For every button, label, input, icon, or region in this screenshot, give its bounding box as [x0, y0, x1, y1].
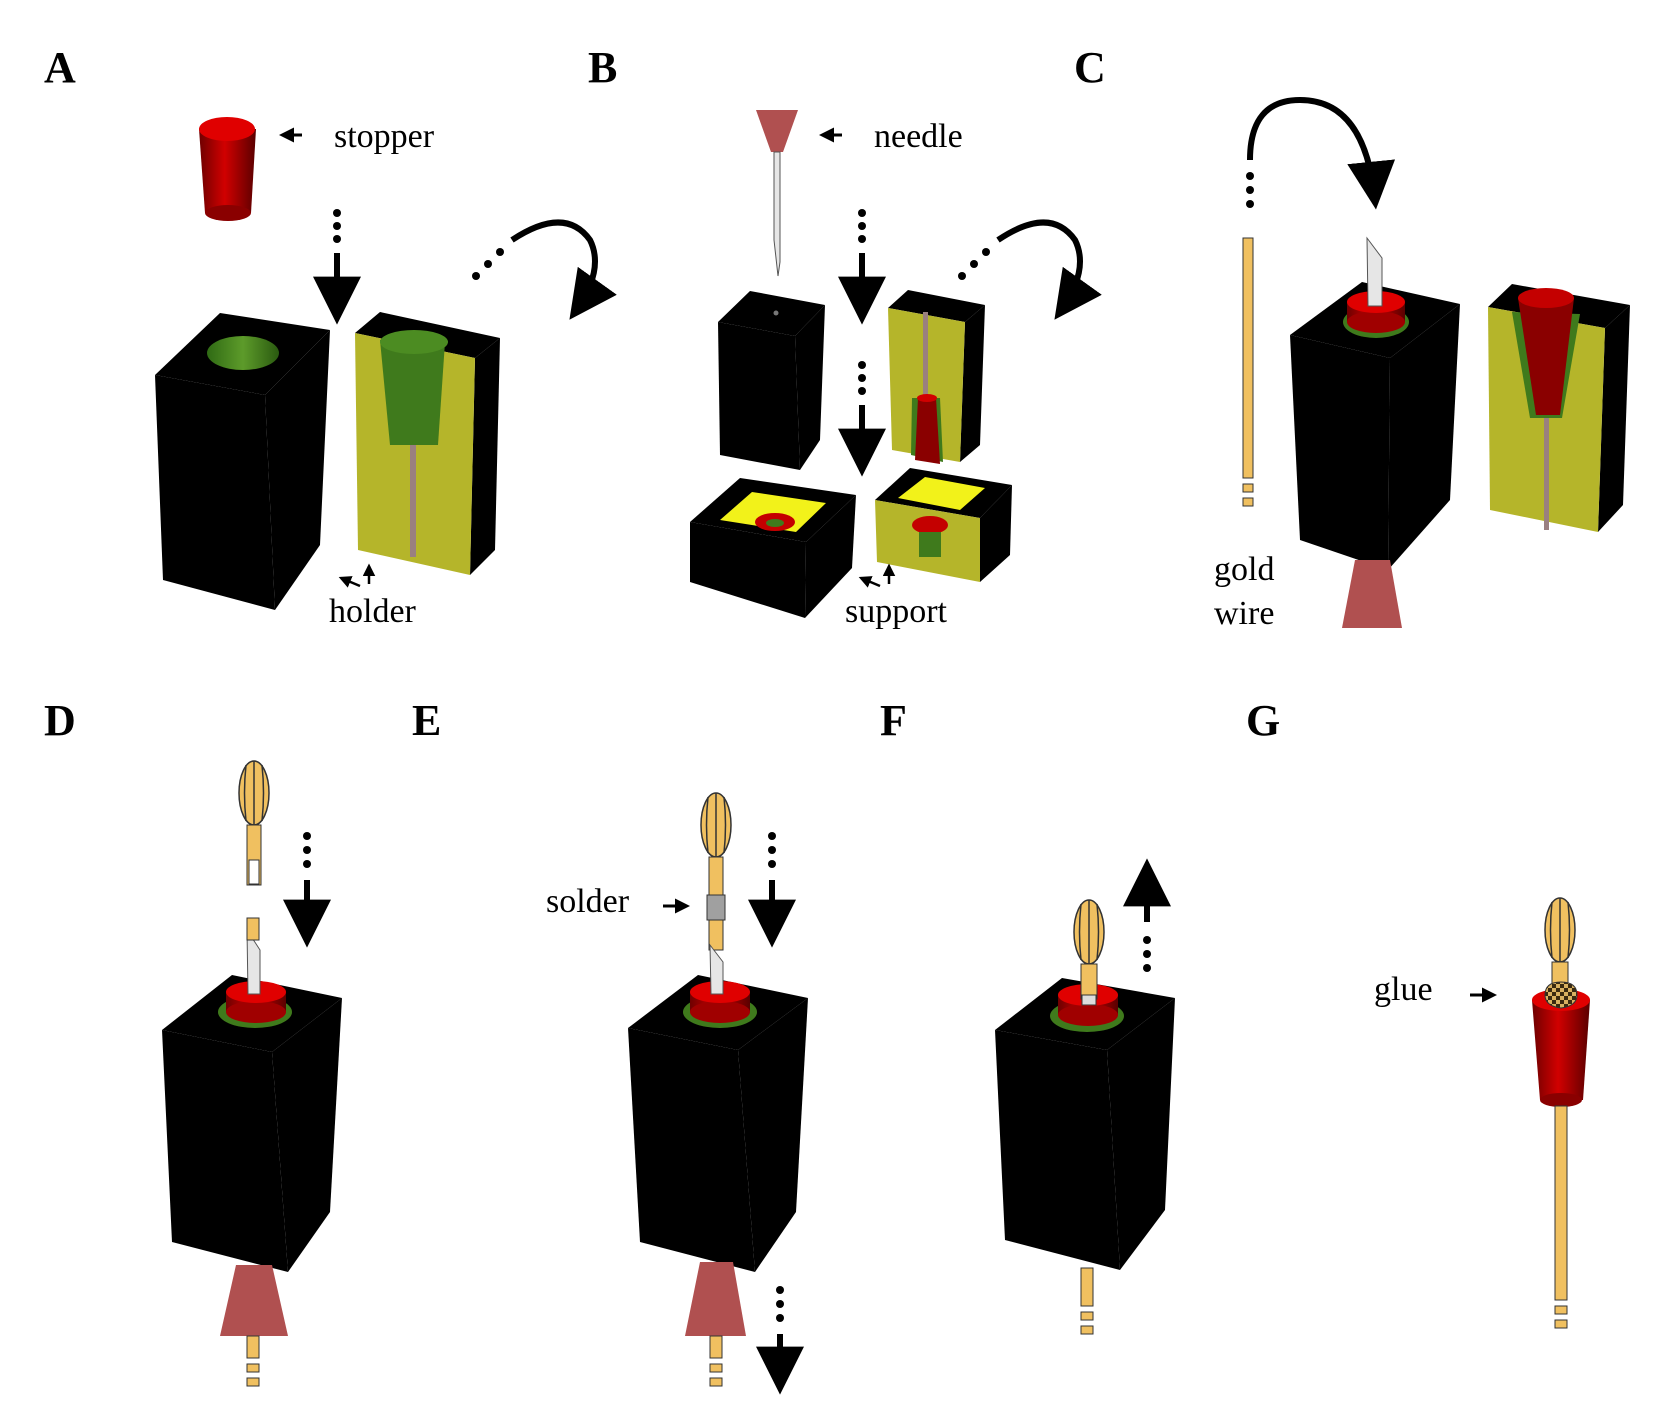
needle-hub-icon — [1342, 560, 1402, 628]
holder-block-closed — [155, 313, 330, 610]
panel-letter-e: E — [412, 696, 441, 745]
panel-letter-d: D — [44, 696, 76, 745]
support-block-closed — [690, 478, 856, 618]
panel-letter-b: B — [588, 43, 617, 92]
panel-g: G glue — [1246, 696, 1590, 1329]
gold-label: gold — [1214, 551, 1274, 588]
gold-wire-icon — [1080, 1267, 1094, 1335]
panel-letter-a: A — [44, 43, 76, 92]
electrode-icon — [1073, 899, 1105, 1006]
needle-label: needle — [874, 118, 963, 155]
gold-wire-icon — [709, 1335, 723, 1387]
glue-label: glue — [1374, 971, 1433, 1008]
stopper-label: stopper — [334, 118, 435, 155]
stopper-icon — [199, 117, 256, 221]
support-label: support — [845, 593, 948, 630]
needle-hub-icon — [220, 1265, 288, 1336]
holder-block-section — [888, 290, 985, 464]
needle-icon — [756, 110, 798, 277]
panel-b: B needle — [588, 43, 1102, 630]
insert-arrow-icon — [748, 832, 796, 948]
support-pointer-arrows — [858, 563, 896, 588]
holder-block-section — [355, 312, 500, 575]
panel-c: C gold wire — [1074, 43, 1630, 632]
panel-letter-c: C — [1074, 43, 1106, 92]
panel-f: F — [880, 696, 1175, 1335]
insert-arrow-icon — [283, 832, 331, 948]
holder-block-section — [1488, 284, 1630, 532]
flip-arrow-icon — [958, 219, 1102, 320]
panel-letter-g: G — [1246, 696, 1280, 745]
holder-with-stopper — [162, 917, 342, 1272]
panel-a: A stopper — [44, 43, 617, 630]
gold-wire-icon — [1242, 237, 1254, 507]
gold-wire-icon — [246, 1335, 260, 1387]
wire-label: wire — [1214, 595, 1274, 632]
holder-pointer-arrows — [338, 563, 376, 588]
panel-letter-f: F — [880, 696, 907, 745]
holder-label: holder — [329, 593, 417, 630]
holder-with-stopper — [995, 978, 1175, 1270]
solder-label: solder — [546, 883, 630, 920]
holder-block-closed — [718, 291, 825, 470]
withdraw-arrow-icon — [756, 1286, 804, 1395]
electrode-icon — [700, 792, 732, 951]
flip-arrow-icon — [472, 219, 617, 320]
insert-arrow-icon — [838, 209, 886, 477]
panel-e: E solder — [412, 696, 808, 1395]
panel-d: D — [44, 696, 342, 1387]
electrode-icon — [238, 760, 270, 886]
holder-with-stopper — [1290, 236, 1460, 570]
insert-arrow-icon — [313, 209, 361, 325]
transfer-arrow-icon — [1246, 96, 1396, 210]
support-block-section — [875, 468, 1012, 582]
finished-electrode-icon — [1532, 897, 1590, 1329]
holder-with-stopper — [628, 943, 808, 1272]
needle-hub-icon — [685, 1262, 746, 1336]
lift-arrow-icon — [1123, 858, 1171, 972]
